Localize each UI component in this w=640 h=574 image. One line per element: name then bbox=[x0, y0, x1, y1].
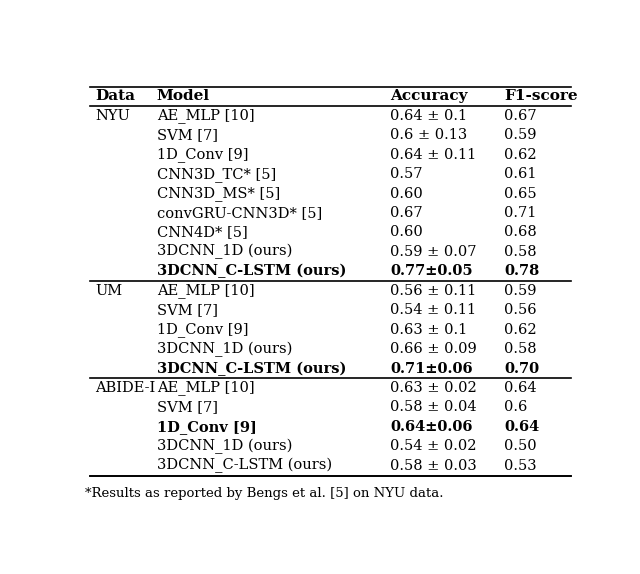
Text: 0.67: 0.67 bbox=[390, 206, 422, 220]
Text: 0.64: 0.64 bbox=[504, 420, 540, 434]
Text: *Results as reported by Bengs et al. [5] on NYU data.: *Results as reported by Bengs et al. [5]… bbox=[85, 487, 444, 499]
Text: 0.77±0.05: 0.77±0.05 bbox=[390, 264, 472, 278]
Text: 3DCNN_1D (ours): 3DCNN_1D (ours) bbox=[157, 439, 292, 454]
Text: 0.59: 0.59 bbox=[504, 128, 536, 142]
Text: 0.58: 0.58 bbox=[504, 342, 537, 356]
Text: CNN3D_TC* [5]: CNN3D_TC* [5] bbox=[157, 166, 276, 181]
Text: 3DCNN_C-LSTM (ours): 3DCNN_C-LSTM (ours) bbox=[157, 458, 332, 474]
Text: 0.58: 0.58 bbox=[504, 245, 537, 259]
Text: 0.71±0.06: 0.71±0.06 bbox=[390, 362, 472, 375]
Text: NYU: NYU bbox=[95, 108, 130, 123]
Text: Accuracy: Accuracy bbox=[390, 90, 467, 103]
Text: 0.56: 0.56 bbox=[504, 303, 537, 317]
Text: 0.78: 0.78 bbox=[504, 264, 540, 278]
Text: Model: Model bbox=[157, 90, 210, 103]
Text: 0.71: 0.71 bbox=[504, 206, 536, 220]
Text: AE_MLP [10]: AE_MLP [10] bbox=[157, 284, 255, 298]
Text: 0.60: 0.60 bbox=[390, 187, 423, 200]
Text: 0.63 ± 0.02: 0.63 ± 0.02 bbox=[390, 381, 477, 395]
Text: 1D_Conv [9]: 1D_Conv [9] bbox=[157, 420, 257, 434]
Text: 0.59 ± 0.07: 0.59 ± 0.07 bbox=[390, 245, 477, 259]
Text: AE_MLP [10]: AE_MLP [10] bbox=[157, 108, 255, 123]
Text: 0.66 ± 0.09: 0.66 ± 0.09 bbox=[390, 342, 477, 356]
Text: 0.63 ± 0.1: 0.63 ± 0.1 bbox=[390, 323, 467, 336]
Text: 1D_Conv [9]: 1D_Conv [9] bbox=[157, 322, 248, 337]
Text: 0.62: 0.62 bbox=[504, 323, 537, 336]
Text: 0.70: 0.70 bbox=[504, 362, 540, 375]
Text: 0.60: 0.60 bbox=[390, 226, 423, 239]
Text: 3DCNN_C-LSTM (ours): 3DCNN_C-LSTM (ours) bbox=[157, 264, 346, 278]
Text: 0.64 ± 0.1: 0.64 ± 0.1 bbox=[390, 108, 467, 123]
Text: 3DCNN_1D (ours): 3DCNN_1D (ours) bbox=[157, 342, 292, 356]
Text: Data: Data bbox=[95, 90, 135, 103]
Text: 0.54 ± 0.02: 0.54 ± 0.02 bbox=[390, 439, 477, 453]
Text: 3DCNN_C-LSTM (ours): 3DCNN_C-LSTM (ours) bbox=[157, 362, 346, 376]
Text: 0.50: 0.50 bbox=[504, 439, 537, 453]
Text: 0.64±0.06: 0.64±0.06 bbox=[390, 420, 472, 434]
Text: 1D_Conv [9]: 1D_Conv [9] bbox=[157, 147, 248, 162]
Text: 0.6: 0.6 bbox=[504, 401, 527, 414]
Text: 0.58 ± 0.03: 0.58 ± 0.03 bbox=[390, 459, 477, 473]
Text: 0.61: 0.61 bbox=[504, 167, 536, 181]
Text: 0.68: 0.68 bbox=[504, 226, 537, 239]
Text: 0.57: 0.57 bbox=[390, 167, 422, 181]
Text: 0.56 ± 0.11: 0.56 ± 0.11 bbox=[390, 284, 476, 298]
Text: 0.65: 0.65 bbox=[504, 187, 537, 200]
Text: F1-score: F1-score bbox=[504, 90, 578, 103]
Text: SVM [7]: SVM [7] bbox=[157, 401, 218, 414]
Text: 0.53: 0.53 bbox=[504, 459, 537, 473]
Text: AE_MLP [10]: AE_MLP [10] bbox=[157, 381, 255, 395]
Text: 0.64 ± 0.11: 0.64 ± 0.11 bbox=[390, 148, 476, 162]
Text: SVM [7]: SVM [7] bbox=[157, 128, 218, 142]
Text: 0.6 ± 0.13: 0.6 ± 0.13 bbox=[390, 128, 467, 142]
Text: ABIDE-I: ABIDE-I bbox=[95, 381, 155, 395]
Text: 0.54 ± 0.11: 0.54 ± 0.11 bbox=[390, 303, 476, 317]
Text: 0.64: 0.64 bbox=[504, 381, 537, 395]
Text: 0.67: 0.67 bbox=[504, 108, 537, 123]
Text: SVM [7]: SVM [7] bbox=[157, 303, 218, 317]
Text: convGRU-CNN3D* [5]: convGRU-CNN3D* [5] bbox=[157, 206, 322, 220]
Text: UM: UM bbox=[95, 284, 122, 298]
Text: CNN3D_MS* [5]: CNN3D_MS* [5] bbox=[157, 186, 280, 201]
Text: CNN4D* [5]: CNN4D* [5] bbox=[157, 226, 248, 239]
Text: 0.62: 0.62 bbox=[504, 148, 537, 162]
Text: 0.58 ± 0.04: 0.58 ± 0.04 bbox=[390, 401, 477, 414]
Text: 3DCNN_1D (ours): 3DCNN_1D (ours) bbox=[157, 244, 292, 259]
Text: 0.59: 0.59 bbox=[504, 284, 536, 298]
